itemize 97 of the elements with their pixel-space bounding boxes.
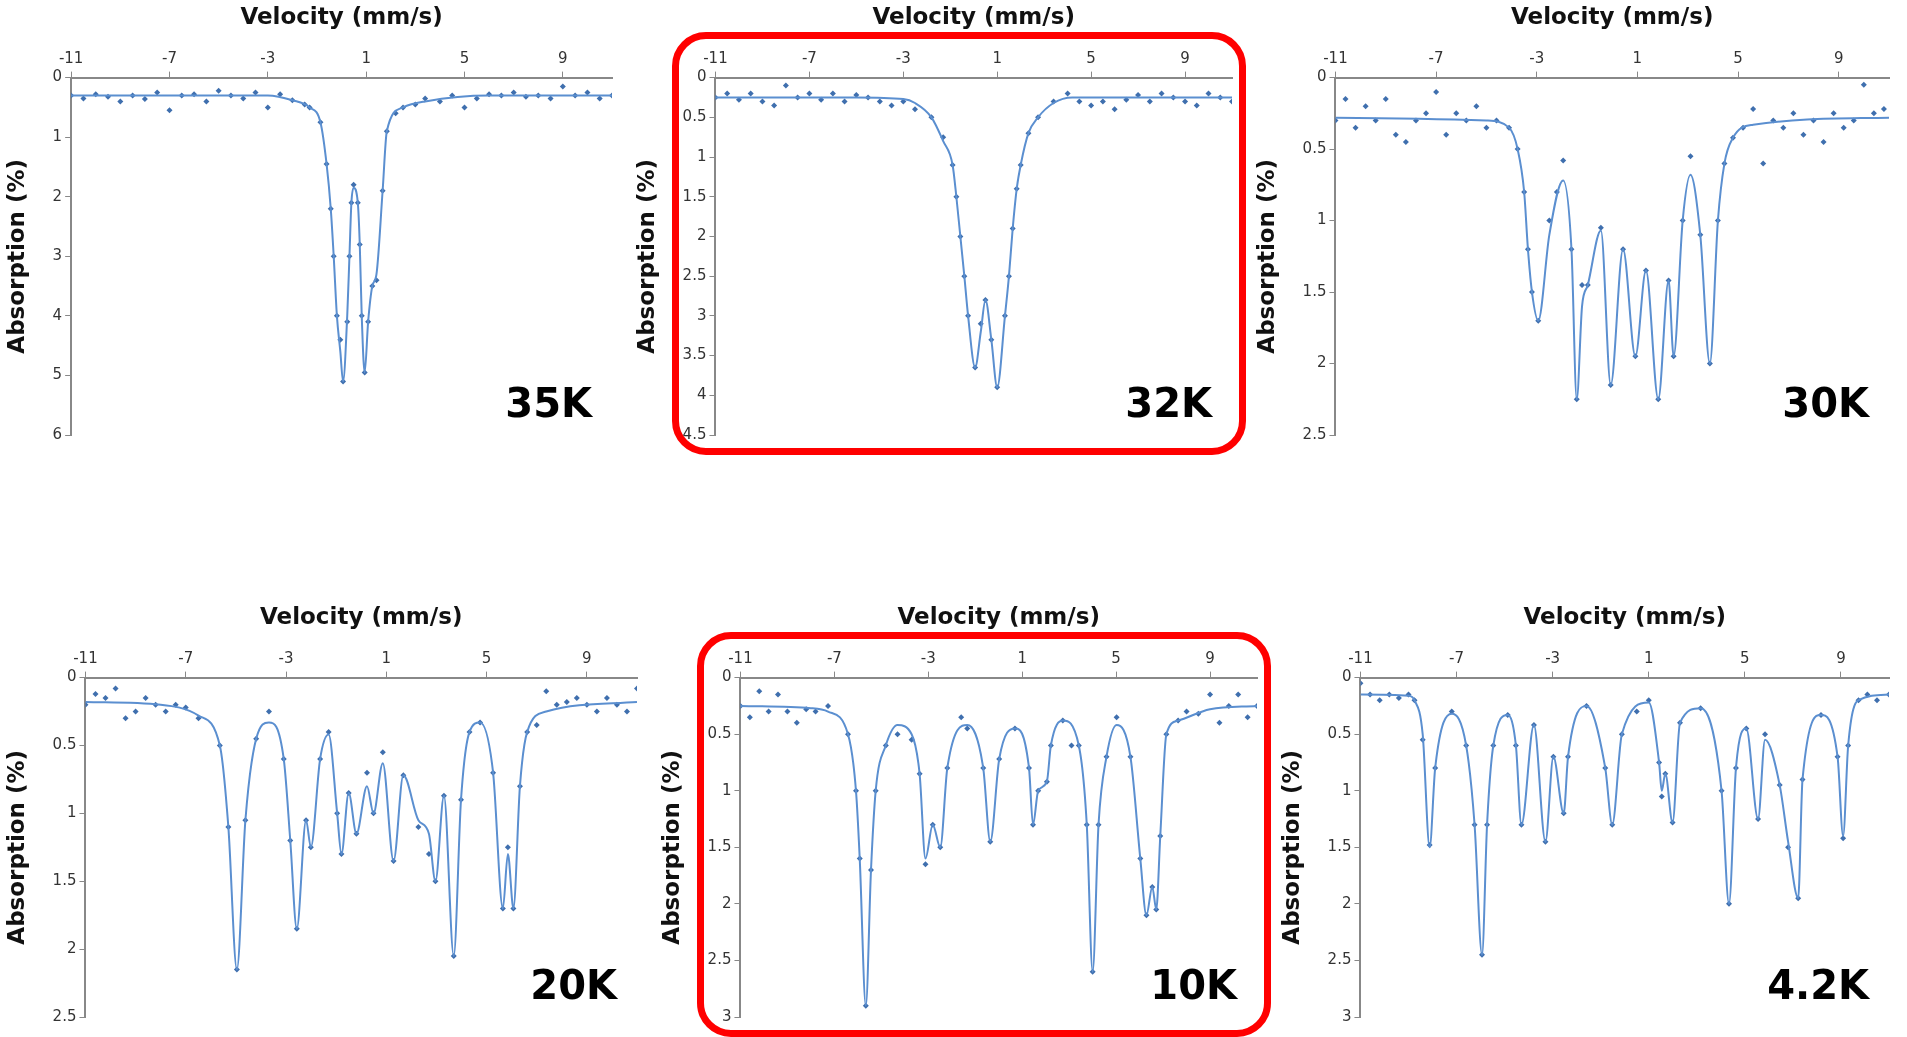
x-axis-title: Velocity (mm/s) bbox=[260, 602, 463, 629]
annotation: 4.2K bbox=[1767, 962, 1871, 1009]
y-tick-label: 0 bbox=[696, 67, 707, 86]
y-axis-title: Absorption (%) bbox=[2, 158, 29, 354]
x-tick-label: 9 bbox=[558, 49, 568, 68]
y-tick-label: 3 bbox=[696, 305, 707, 324]
y-tick-label: 2 bbox=[696, 226, 707, 245]
y-tick-label: 1.5 bbox=[52, 871, 77, 890]
y-tick-label: 0 bbox=[1341, 667, 1352, 686]
y-tick-label: 4.5 bbox=[682, 424, 707, 443]
x-tick-label: 5 bbox=[459, 49, 470, 68]
x-tick-label: -11 bbox=[1323, 49, 1348, 68]
y-axis-title: Absorption (%) bbox=[657, 749, 684, 945]
x-tick-label: 9 bbox=[582, 649, 592, 668]
y-tick-label: 0 bbox=[1316, 67, 1327, 86]
y-axis-title: Absorption (%) bbox=[1252, 158, 1279, 354]
y-tick-label: 0 bbox=[52, 67, 63, 86]
x-tick-label: -7 bbox=[1428, 49, 1444, 68]
annotation: 20K bbox=[530, 962, 619, 1009]
x-tick-label: -7 bbox=[178, 649, 194, 668]
x-tick-label: -11 bbox=[73, 649, 98, 668]
y-tick-label: 0 bbox=[721, 667, 732, 686]
x-tick-label: -7 bbox=[162, 49, 177, 68]
x-tick-label: -3 bbox=[260, 49, 276, 68]
x-tick-label: 1 bbox=[992, 49, 1002, 68]
x-tick-label: 5 bbox=[481, 649, 492, 668]
x-tick-label: -3 bbox=[895, 49, 911, 68]
y-tick-label: 0.5 bbox=[1327, 724, 1352, 743]
x-tick-label: -11 bbox=[728, 649, 753, 668]
y-tick-label: 0.5 bbox=[1302, 138, 1327, 157]
y-tick-label: 4 bbox=[52, 305, 63, 324]
y-tick-label: 1.5 bbox=[707, 837, 732, 856]
x-tick-label: -7 bbox=[801, 49, 817, 68]
x-tick-label: 1 bbox=[361, 49, 371, 68]
x-axis-title: Velocity (mm/s) bbox=[1523, 602, 1726, 629]
y-tick-label: 0.5 bbox=[52, 735, 77, 754]
x-tick-label: 1 bbox=[381, 649, 392, 668]
y-tick-label: 3 bbox=[1341, 1006, 1352, 1025]
y-tick-label: 2.5 bbox=[682, 266, 707, 285]
y-tick-label: 0.5 bbox=[682, 107, 707, 126]
x-tick-label: 5 bbox=[1111, 649, 1121, 668]
x-tick-label: -3 bbox=[1529, 49, 1545, 68]
x-tick-label: 9 bbox=[1833, 49, 1844, 68]
x-tick-label: 1 bbox=[1017, 649, 1027, 668]
x-tick-label: -11 bbox=[703, 49, 728, 68]
y-tick-label: 2 bbox=[721, 893, 732, 912]
y-axis-title: Absorption (%) bbox=[632, 158, 659, 354]
x-axis-title: Velocity (mm/s) bbox=[872, 2, 1075, 29]
y-tick-label: 1.5 bbox=[1302, 281, 1327, 300]
y-tick-label: 2 bbox=[52, 186, 63, 205]
annotation: 35K bbox=[505, 380, 594, 427]
x-tick-label: -7 bbox=[1449, 649, 1465, 668]
y-tick-label: 3 bbox=[721, 1006, 732, 1025]
y-tick-label: 2 bbox=[1316, 353, 1327, 372]
y-tick-label: 6 bbox=[52, 424, 63, 443]
x-tick-label: -3 bbox=[1545, 649, 1561, 668]
annotation: 32K bbox=[1125, 380, 1214, 427]
x-tick-label: -3 bbox=[920, 649, 936, 668]
x-tick-label: 5 bbox=[1733, 49, 1743, 68]
x-tick-label: 9 bbox=[1836, 649, 1846, 668]
y-tick-label: 2 bbox=[1341, 893, 1352, 912]
y-tick-label: 1 bbox=[1341, 780, 1352, 799]
x-tick-label: 5 bbox=[1086, 49, 1096, 68]
annotation: 30K bbox=[1782, 380, 1871, 427]
x-tick-label: 9 bbox=[1180, 49, 1190, 68]
y-tick-label: 3 bbox=[52, 246, 63, 265]
y-tick-label: 1.5 bbox=[682, 186, 707, 205]
y-tick-label: 1 bbox=[1316, 210, 1327, 229]
x-tick-label: -7 bbox=[826, 649, 842, 668]
y-tick-label: 1 bbox=[696, 146, 707, 165]
y-axis-title: Absorption (%) bbox=[1277, 749, 1304, 945]
y-tick-label: 0 bbox=[66, 667, 77, 686]
y-axis-title: Absorption (%) bbox=[2, 749, 29, 945]
y-tick-label: 4 bbox=[696, 385, 707, 404]
annotation: 10K bbox=[1150, 962, 1239, 1009]
x-tick-label: 1 bbox=[1632, 49, 1643, 68]
x-tick-label: -11 bbox=[1348, 649, 1373, 668]
x-axis-title: Velocity (mm/s) bbox=[897, 602, 1100, 629]
y-tick-label: 1 bbox=[721, 780, 732, 799]
x-tick-label: 9 bbox=[1205, 649, 1215, 668]
x-tick-label: 5 bbox=[1740, 649, 1750, 668]
y-tick-label: 2.5 bbox=[707, 950, 732, 969]
x-axis-title: Velocity (mm/s) bbox=[240, 2, 443, 29]
x-tick-label: -11 bbox=[58, 49, 84, 68]
y-tick-label: 5 bbox=[52, 365, 63, 384]
x-axis-title: Velocity (mm/s) bbox=[1511, 2, 1714, 29]
y-tick-label: 1.5 bbox=[1327, 837, 1352, 856]
y-tick-label: 3.5 bbox=[682, 345, 707, 364]
y-tick-label: 1 bbox=[66, 803, 77, 822]
y-tick-label: 1 bbox=[52, 127, 63, 146]
x-tick-label: 1 bbox=[1643, 649, 1654, 668]
y-tick-label: 0.5 bbox=[707, 724, 732, 743]
y-tick-label: 2.5 bbox=[1327, 950, 1352, 969]
x-tick-label: -3 bbox=[278, 649, 294, 668]
y-tick-label: 2.5 bbox=[52, 1006, 77, 1025]
y-tick-label: 2 bbox=[66, 939, 77, 958]
y-tick-label: 2.5 bbox=[1302, 424, 1327, 443]
